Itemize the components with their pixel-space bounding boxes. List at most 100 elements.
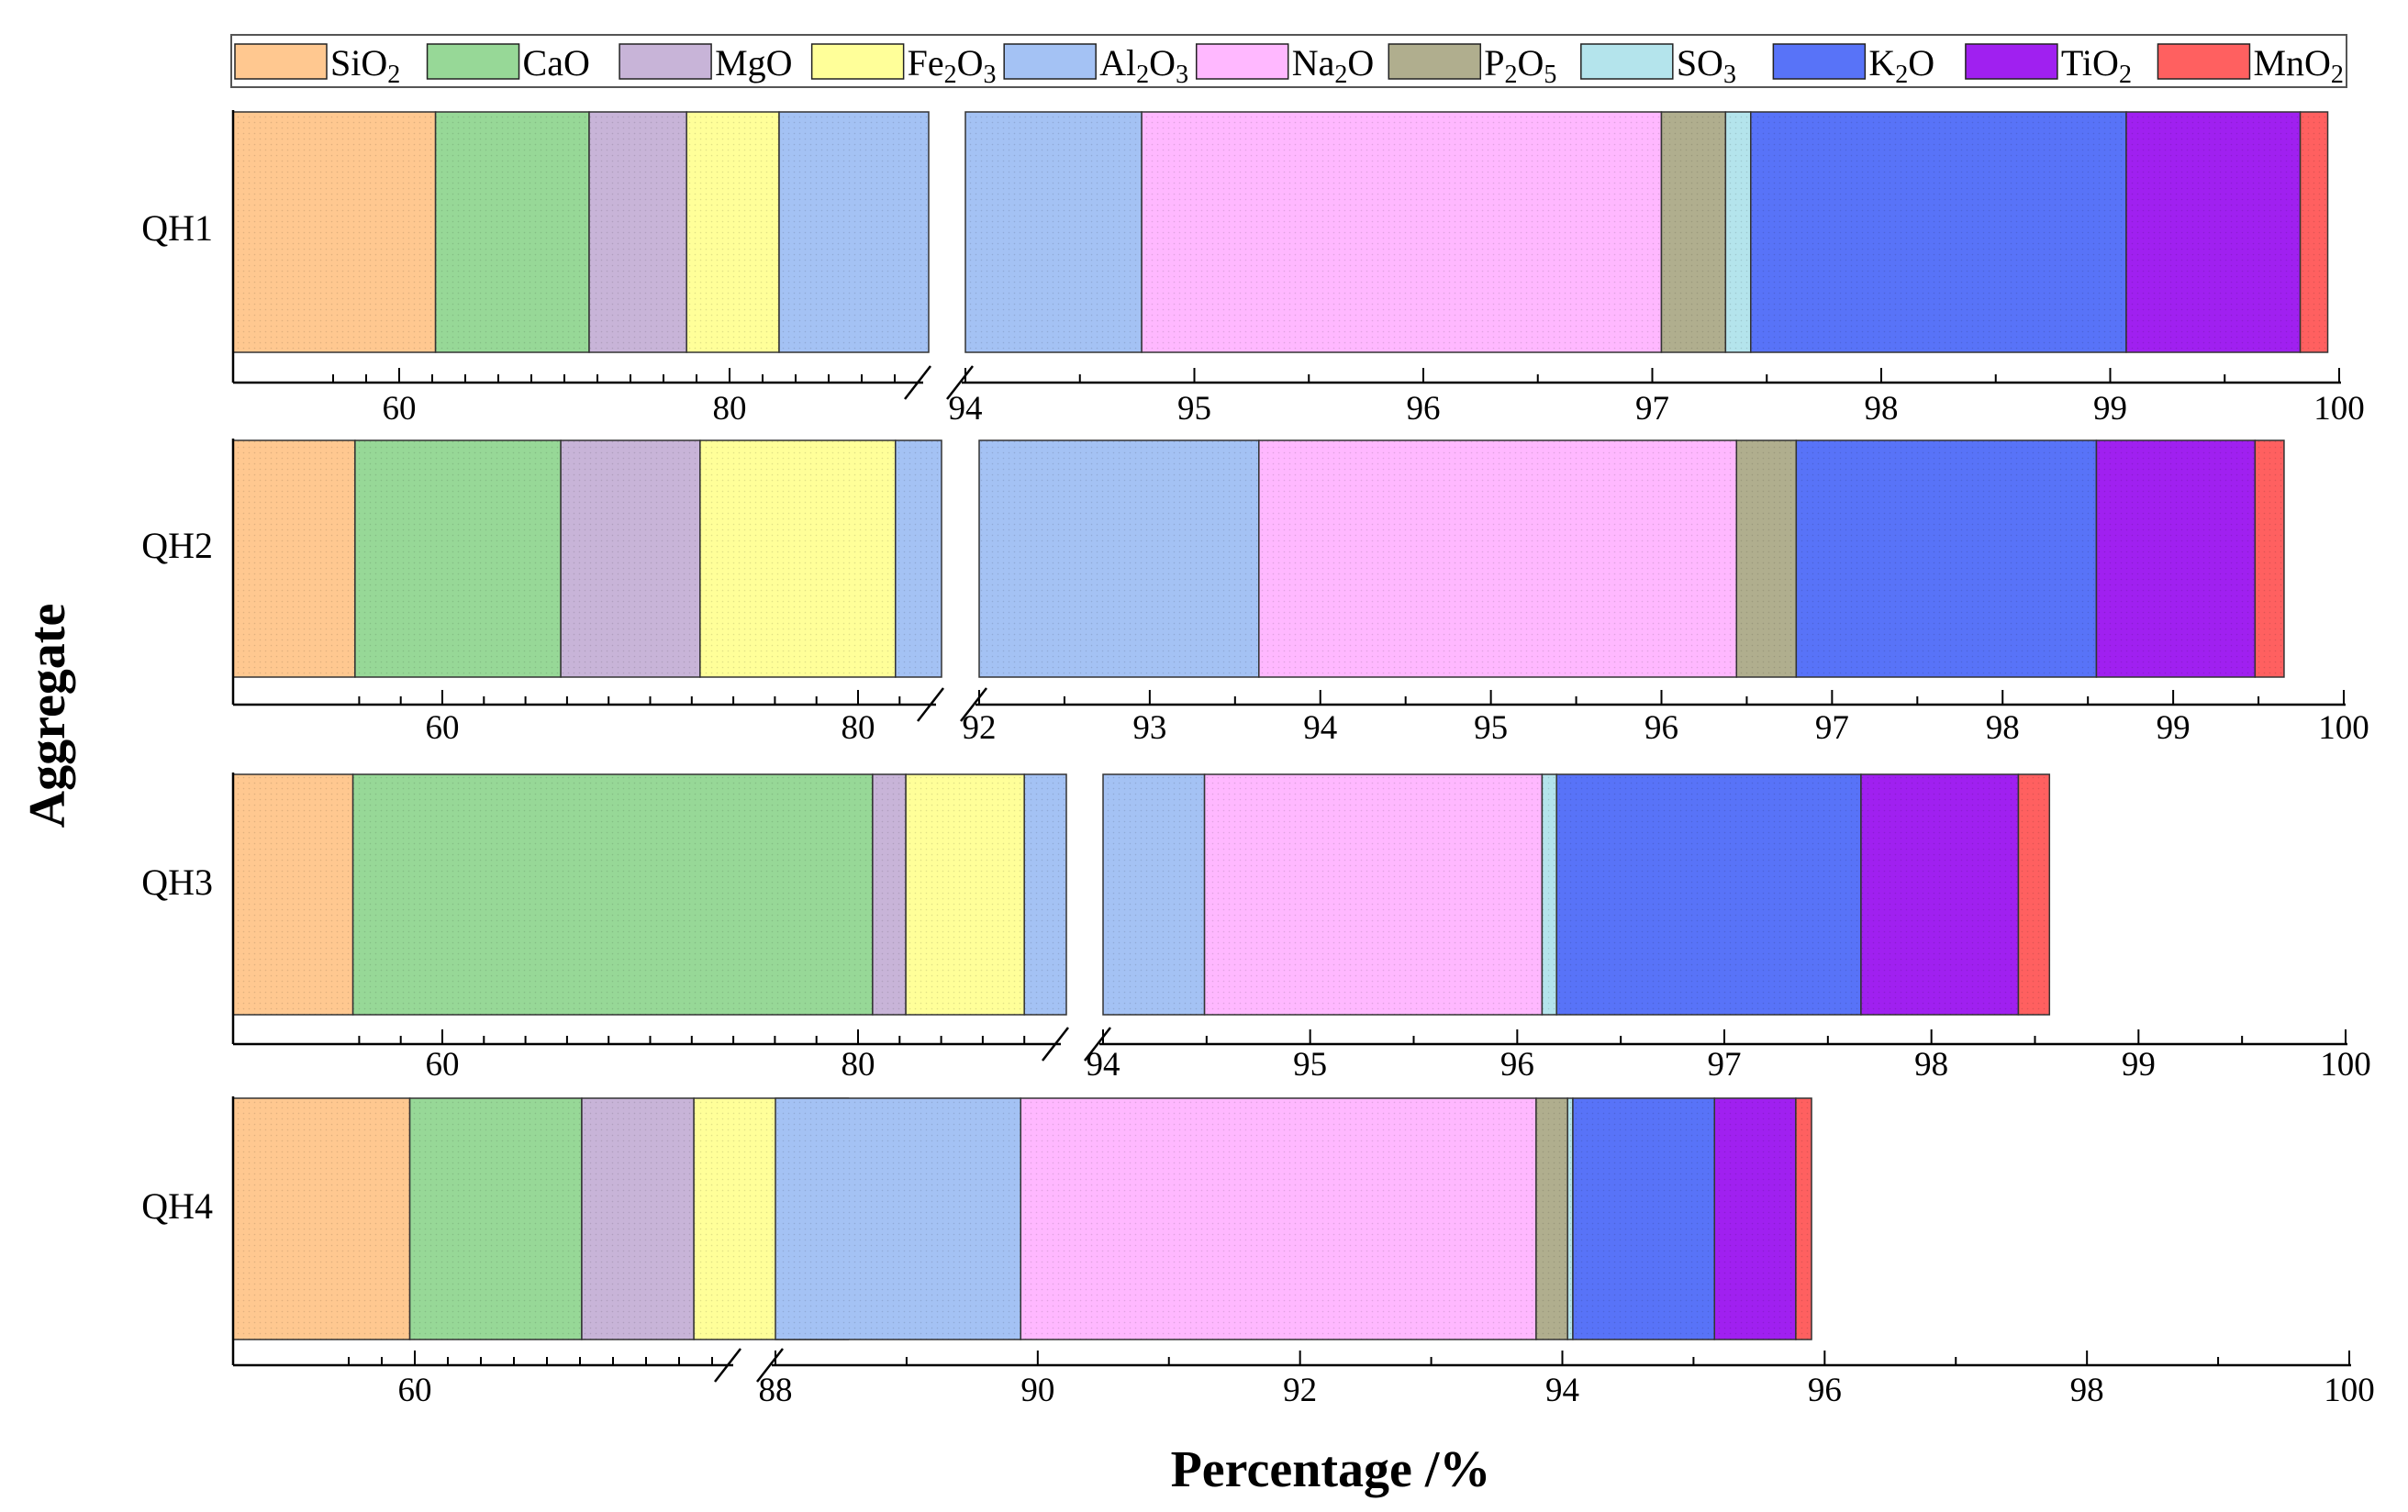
tick-label: 80 xyxy=(713,390,747,428)
bar-segment-cao xyxy=(408,1097,583,1340)
bar-segment-tio2 xyxy=(1713,1097,1797,1340)
tick-label: 90 xyxy=(1020,1372,1054,1409)
row-qh1: QH1 60 80 94 95 96 97 98 99 100 xyxy=(141,110,2365,428)
bar-segment-mno2 xyxy=(1795,1097,1812,1340)
bar-segment-mgo xyxy=(560,439,701,678)
tick-label: 60 xyxy=(383,390,417,428)
bar-segment-al2o3 xyxy=(778,111,930,353)
tick-label: 93 xyxy=(1132,709,1166,747)
bar-segment-al2o3 xyxy=(1102,773,1206,1016)
tick-label: 99 xyxy=(2122,1046,2156,1084)
bar-segment-mno2 xyxy=(2017,773,2051,1016)
legend-swatch-na2o xyxy=(1195,43,1289,80)
tick-label: 96 xyxy=(1808,1372,1842,1409)
tick-label: 94 xyxy=(949,390,983,428)
tick-label: 100 xyxy=(2313,390,2365,428)
y-axis-title: Aggregate xyxy=(19,604,76,828)
legend-swatch-mgo xyxy=(619,43,712,80)
legend-label-sio2: SiO2​ xyxy=(330,42,400,89)
row-label: QH4 xyxy=(141,1185,213,1227)
bar-segment-p2o5 xyxy=(1735,439,1798,678)
bar-segment-tio2 xyxy=(2095,439,2257,678)
bar-segment-k2o xyxy=(1795,439,2098,678)
legend-label-mgo: MgO xyxy=(715,42,792,83)
tick-label: 96 xyxy=(1644,709,1678,747)
tick-label: 97 xyxy=(1635,390,1669,428)
legend-swatch-fe2o3 xyxy=(810,43,905,80)
axis-break-mark xyxy=(756,1348,784,1383)
legend-swatch-tio2 xyxy=(1965,43,2058,80)
bar-segment-tio2 xyxy=(1860,773,2020,1016)
axis-break-mark xyxy=(1084,1027,1111,1062)
tick-label: 98 xyxy=(1914,1046,1948,1084)
tick-label: 99 xyxy=(2093,390,2127,428)
bar-segment-cao xyxy=(354,439,562,678)
tick-label: 94 xyxy=(1087,1046,1120,1084)
legend-swatch-mno2 xyxy=(2157,43,2251,80)
tick-label: 97 xyxy=(1815,709,1849,747)
tick-label: 88 xyxy=(759,1372,793,1409)
bar-segment-k2o xyxy=(1555,773,1862,1016)
row-qh2: QH2 60 80 92 93 94 95 96 97 98 99 100 xyxy=(141,439,2369,747)
bar-segment-p2o5 xyxy=(1535,1097,1568,1340)
bar-segment-fe2o3 xyxy=(686,111,780,353)
tick-label: 92 xyxy=(1283,1372,1317,1409)
bar-segment-al2o3 xyxy=(964,111,1143,353)
bar-segment-na2o xyxy=(1020,1097,1537,1340)
bar-segment-k2o xyxy=(1750,111,2127,353)
bar-rows: QH1 60 80 94 95 96 97 98 99 100 QH2 60 80 92 93 94 95 96 9… xyxy=(141,110,2375,1409)
axis-break-mark xyxy=(714,1348,741,1383)
tick-label: 98 xyxy=(2070,1372,2104,1409)
bar-segment-sio2 xyxy=(232,111,437,353)
bar-segment-mgo xyxy=(872,773,907,1016)
axis-break-mark xyxy=(1042,1027,1069,1062)
legend-swatch-so3 xyxy=(1580,43,1674,80)
tick-label: 99 xyxy=(2157,709,2191,747)
axis-break-mark xyxy=(904,365,931,400)
legend-swatch-cao xyxy=(426,43,520,80)
legend-label-k2o: K2​O xyxy=(1868,42,1934,89)
bar-segment-fe2o3 xyxy=(699,439,897,678)
bar-segment-cao xyxy=(434,111,590,353)
tick-label: 97 xyxy=(1708,1046,1742,1084)
bar-segment-na2o xyxy=(1203,773,1544,1016)
tick-label: 98 xyxy=(1865,390,1899,428)
legend-label-cao: CaO xyxy=(523,42,590,83)
row-label: QH3 xyxy=(141,862,213,903)
tick-label: 80 xyxy=(842,1046,875,1084)
tick-label: 80 xyxy=(842,709,875,747)
row-label: QH2 xyxy=(141,525,213,566)
tick-label: 94 xyxy=(1303,709,1337,747)
tick-label: 95 xyxy=(1177,390,1211,428)
legend-label-fe2o3: Fe2​O3​ xyxy=(908,42,997,89)
legend: SiO2​ CaO MgO Fe2​O3​ Al2​O3​ Na2​O P2​O5​ SO3​… xyxy=(230,34,2347,89)
legend-swatch-al2o3 xyxy=(1003,43,1097,80)
bar-segment-so3 xyxy=(1566,1097,1574,1340)
tick-label: 96 xyxy=(1500,1046,1534,1084)
legend-label-so3: SO3​ xyxy=(1677,42,1736,89)
bar-segment-al2o3 xyxy=(978,439,1260,678)
bar-segment-cao xyxy=(351,773,874,1016)
tick-label: 60 xyxy=(426,1046,460,1084)
tick-label: 95 xyxy=(1293,1046,1327,1084)
bar-segment-mno2 xyxy=(2299,111,2329,353)
legend-swatch-k2o xyxy=(1772,43,1867,80)
legend-label-mno2: MnO2​ xyxy=(2253,42,2343,89)
x-axis-title: Percentage /% xyxy=(1171,1441,1491,1498)
bar-segment-al2o3 xyxy=(895,439,942,678)
tick-label: 96 xyxy=(1407,390,1441,428)
bar-segment-sio2 xyxy=(232,773,354,1016)
row-label: QH1 xyxy=(141,207,213,249)
tick-label: 100 xyxy=(2320,1046,2371,1084)
tick-label: 95 xyxy=(1474,709,1508,747)
bar-segment-p2o5 xyxy=(1660,111,1727,353)
bar-segment-mgo xyxy=(588,111,687,353)
legend-label-na2o: Na2​O xyxy=(1292,42,1375,89)
axis-break-mark xyxy=(960,687,987,722)
tick-label: 98 xyxy=(1986,709,2020,747)
row-qh4: QH4 60 88 90 92 94 96 98 100 xyxy=(141,1096,2375,1409)
bar-segment-mno2 xyxy=(2254,439,2285,678)
bar-segment-k2o xyxy=(1572,1097,1716,1340)
legend-label-tio2: TiO2​ xyxy=(2061,42,2132,89)
